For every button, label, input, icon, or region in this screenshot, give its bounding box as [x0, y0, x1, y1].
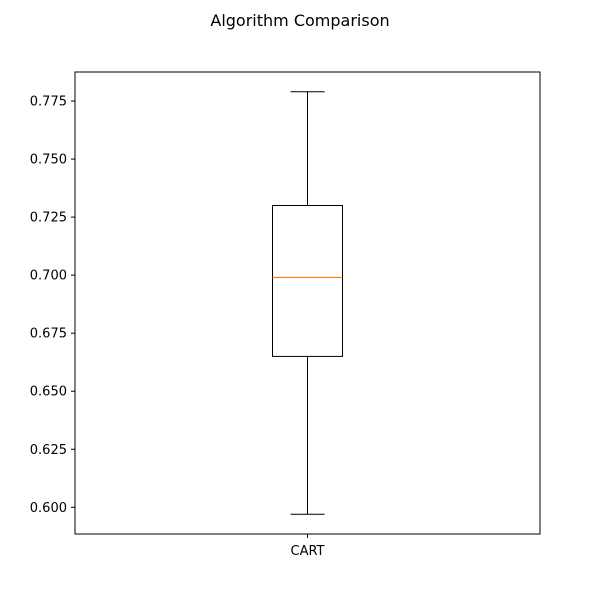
y-tick-label: 0.725: [30, 211, 67, 226]
y-tick-label: 0.650: [30, 385, 67, 400]
chart-title: Algorithm Comparison: [210, 11, 389, 30]
y-tick-label: 0.625: [30, 443, 67, 458]
boxplot-series: [272, 91, 343, 515]
y-tick-label: 0.675: [30, 327, 67, 342]
y-tick-label: 0.750: [30, 153, 67, 168]
y-tick-label: 0.775: [30, 95, 67, 110]
x-axis: CART: [291, 534, 325, 559]
box-iqr: [272, 204, 343, 357]
y-tick-label: 0.600: [30, 501, 67, 516]
x-tick-label: CART: [291, 544, 325, 559]
box-group-cart: [272, 91, 343, 515]
y-axis: 0.600 0.625 0.650 0.675 0.700 0.725 0.750 0.775: [30, 95, 75, 516]
y-tick-label: 0.700: [30, 269, 67, 284]
